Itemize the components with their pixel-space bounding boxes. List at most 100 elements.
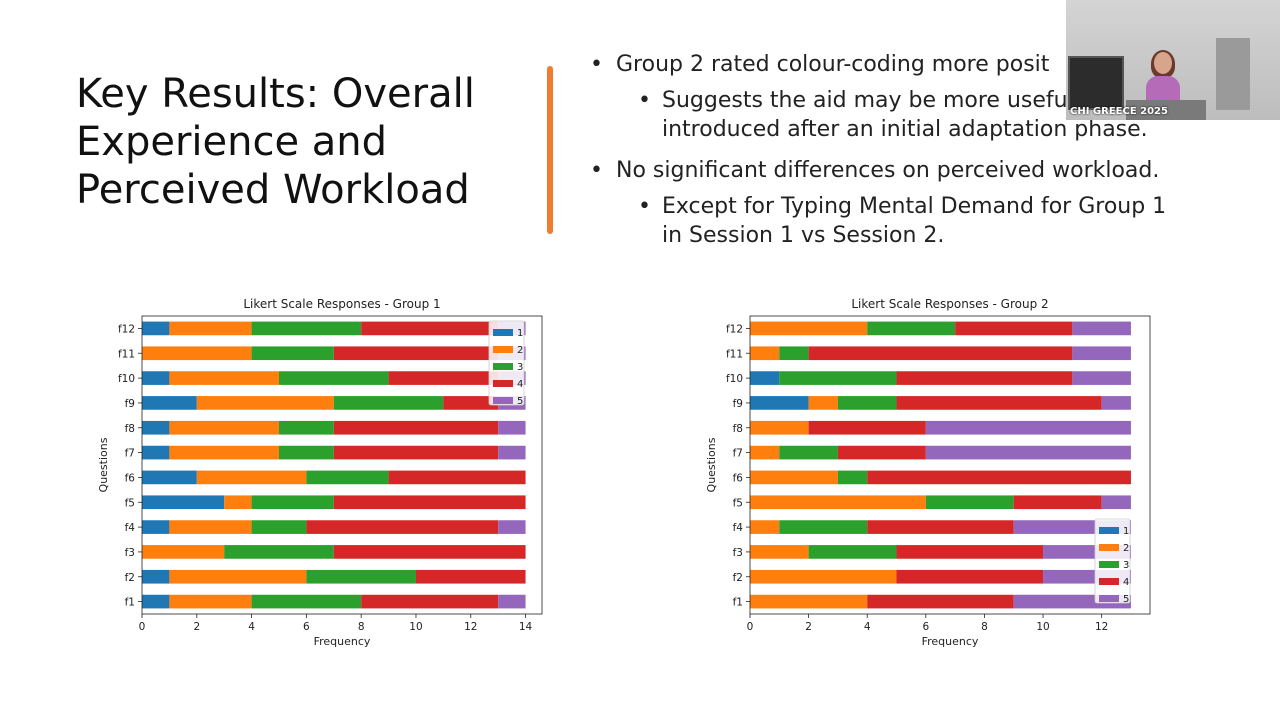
bar-f7-level-1 — [142, 445, 170, 460]
bullet-2-marker: • — [590, 158, 603, 183]
webcam-door — [1216, 38, 1250, 110]
bar-f4-level-1 — [142, 520, 170, 534]
bar-f6-level-2 — [750, 470, 838, 485]
bar-f10-level-2 — [169, 371, 279, 385]
legend-swatch-3 — [1099, 561, 1119, 568]
bar-f12-level-2 — [169, 321, 252, 336]
bar-f6-level-4 — [388, 470, 526, 485]
y-tick-label-f9: f9 — [733, 398, 743, 410]
bar-f8-level-1 — [142, 420, 170, 435]
bar-f3-level-2 — [750, 545, 809, 559]
bar-f9-level-4 — [896, 396, 1102, 410]
bar-f11-level-3 — [779, 346, 809, 361]
bar-f7-level-2 — [750, 445, 780, 460]
bar-f2-level-2 — [169, 569, 307, 584]
legend-label-1: 1 — [517, 328, 523, 339]
bar-f6-level-3 — [837, 470, 868, 485]
bar-f7-level-5 — [925, 445, 1131, 460]
slide-title-line-1: Key Results: Overall — [76, 71, 475, 117]
bar-f4-level-4 — [867, 520, 1014, 534]
bar-f9-level-3 — [837, 396, 897, 410]
bar-f7-level-4 — [837, 445, 926, 460]
y-tick-label-f3: f3 — [733, 547, 743, 559]
x-tick-label-10: 10 — [409, 621, 422, 633]
bar-f9-level-1 — [750, 396, 809, 410]
bar-f5-level-3 — [925, 495, 1014, 510]
y-tick-label-f7: f7 — [733, 448, 743, 460]
bar-f7-level-4 — [333, 445, 499, 460]
bar-f5-level-4 — [333, 495, 526, 510]
bar-f9-level-3 — [333, 396, 444, 410]
bar-f7-level-2 — [169, 445, 279, 460]
y-tick-label-f11: f11 — [726, 348, 743, 360]
y-tick-label-f5: f5 — [125, 497, 135, 509]
webcam-screen — [1068, 56, 1124, 110]
bar-f5-level-5 — [1101, 495, 1131, 510]
y-tick-label-f8: f8 — [125, 423, 135, 435]
bar-f1-level-4 — [867, 594, 1014, 609]
y-tick-label-f10: f10 — [118, 373, 135, 385]
bar-f10-level-4 — [388, 371, 499, 385]
bar-f6-level-1 — [142, 470, 197, 485]
bar-f12-level-3 — [251, 321, 362, 336]
bullet-1-marker: • — [590, 52, 603, 77]
y-axis-label: Questions — [705, 437, 718, 492]
bar-f12-level-1 — [142, 321, 170, 336]
bar-f1-level-5 — [498, 594, 526, 609]
bar-f12-level-4 — [361, 321, 499, 336]
bar-f3-level-3 — [224, 545, 334, 559]
x-tick-label-12: 12 — [464, 621, 477, 633]
bar-f10-level-3 — [779, 371, 897, 385]
bar-f8-level-4 — [808, 420, 926, 435]
bar-f11-level-4 — [333, 346, 499, 361]
slide-title: Key Results: Overall Experience and Perc… — [76, 70, 516, 214]
bar-f5-level-1 — [142, 495, 225, 510]
y-tick-label-f12: f12 — [118, 323, 135, 335]
y-tick-label-f4: f4 — [125, 522, 136, 534]
x-tick-label-2: 2 — [805, 621, 812, 633]
plot-frame — [749, 315, 1151, 615]
y-tick-label-f10: f10 — [726, 373, 743, 385]
bar-f1-level-2 — [169, 594, 252, 609]
bar-f2-level-4 — [896, 569, 1044, 584]
bar-f3-level-3 — [808, 545, 897, 559]
x-axis-label: Frequency — [314, 635, 371, 648]
x-tick-label-2: 2 — [193, 621, 200, 633]
bar-f9-level-4 — [443, 396, 499, 410]
bar-f5-level-3 — [251, 495, 334, 510]
bullet-2-sub-line-2: in Session 1 vs Session 2. — [662, 223, 945, 248]
legend-swatch-1 — [1099, 527, 1119, 534]
slide-title-line-3: Perceived Workload — [76, 167, 470, 213]
x-axis-label: Frequency — [922, 635, 979, 648]
accent-bar — [547, 66, 553, 234]
legend-swatch-2 — [1099, 544, 1119, 551]
bullet-2-sub-marker: • — [638, 194, 651, 219]
bar-f2-level-4 — [415, 569, 526, 584]
x-tick-label-0: 0 — [747, 621, 754, 633]
bar-f8-level-3 — [278, 420, 334, 435]
bar-f11-level-2 — [142, 346, 252, 361]
bar-f11-level-5 — [1072, 346, 1131, 361]
bar-f2-level-3 — [306, 569, 416, 584]
bar-f5-level-4 — [1013, 495, 1102, 510]
bar-f12-level-4 — [955, 321, 1073, 336]
bar-f9-level-5 — [1101, 396, 1131, 410]
bar-f4-level-5 — [498, 520, 526, 534]
bullet-1-text: Group 2 rated colour-coding more posit — [616, 52, 1050, 77]
bar-f10-level-3 — [278, 371, 389, 385]
bar-f7-level-3 — [278, 445, 334, 460]
bar-f8-level-5 — [925, 420, 1131, 435]
y-tick-label-f3: f3 — [125, 547, 135, 559]
legend-label-4: 4 — [517, 379, 523, 390]
y-tick-label-f9: f9 — [125, 398, 135, 410]
y-tick-label-f2: f2 — [733, 572, 743, 584]
legend-label-5: 5 — [517, 396, 523, 407]
bar-f9-level-1 — [142, 396, 197, 410]
legend-label-3: 3 — [1123, 560, 1129, 571]
x-tick-label-8: 8 — [358, 621, 365, 633]
bar-f10-level-4 — [896, 371, 1073, 385]
legend-swatch-5 — [493, 397, 513, 404]
x-tick-label-6: 6 — [303, 621, 310, 633]
x-tick-label-12: 12 — [1095, 621, 1108, 633]
bullet-1-sub-line-1: Suggests the aid may be more usefu — [662, 88, 1068, 113]
